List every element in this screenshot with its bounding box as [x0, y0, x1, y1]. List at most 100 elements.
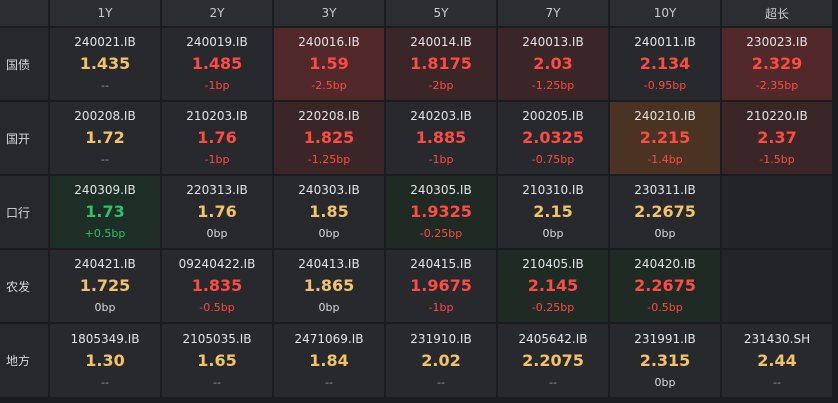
yield-change: 0bp — [318, 227, 340, 240]
bond-code: 240203.IB — [410, 109, 472, 123]
yield-value: 2.44 — [757, 350, 797, 370]
bond-code: 240415.IB — [410, 257, 472, 271]
bond-code: 231910.IB — [410, 331, 472, 346]
yield-change: -- — [213, 375, 221, 389]
yield-cell[interactable]: 220208.IB 1.825 -1.25bp — [274, 102, 384, 174]
yield-cell[interactable]: 2405642.IB 2.2075 -- — [498, 324, 608, 397]
yield-change: 0bp — [542, 227, 564, 240]
yield-change: -- — [549, 375, 557, 389]
bond-code: 240014.IB — [410, 35, 472, 49]
yield-value: 2.215 — [639, 128, 691, 147]
col-header-10y[interactable]: 10Y — [610, 0, 720, 26]
yield-change: -0.25bp — [419, 227, 463, 240]
bond-code: 231430.SH — [743, 331, 811, 346]
yield-cell[interactable]: 200208.IB 1.72 -- — [50, 102, 160, 174]
col-header-3y[interactable]: 3Y — [274, 0, 384, 26]
yield-value: 2.145 — [527, 276, 579, 295]
col-header-5y[interactable]: 5Y — [386, 0, 496, 26]
bond-code: 200205.IB — [522, 109, 584, 123]
yield-cell[interactable]: 09240422.IB 1.835 -0.5bp — [162, 250, 272, 322]
yield-cell — [722, 250, 832, 322]
yield-cell[interactable]: 240203.IB 1.885 -1bp — [386, 102, 496, 174]
yield-value: 1.885 — [415, 128, 467, 147]
yield-value: 1.76 — [197, 128, 237, 147]
bond-code: 240016.IB — [298, 35, 360, 49]
yield-cell[interactable]: 2105035.IB 1.65 -- — [162, 324, 272, 397]
yield-value: 1.65 — [197, 350, 237, 370]
yield-value: 1.72 — [85, 128, 125, 147]
yield-value: 1.435 — [79, 54, 131, 73]
col-header-7y[interactable]: 7Y — [498, 0, 608, 26]
yield-cell[interactable]: 231910.IB 2.02 -- — [386, 324, 496, 397]
yield-cell[interactable]: 1805349.IB 1.30 -- — [50, 324, 160, 397]
bond-code: 240021.IB — [74, 35, 136, 49]
bond-code: 2405642.IB — [518, 331, 588, 346]
bond-code: 1805349.IB — [70, 331, 140, 346]
yield-cell[interactable]: 230023.IB 2.329 -2.35bp — [722, 28, 832, 100]
yield-cell[interactable]: 240210.IB 2.215 -1.4bp — [610, 102, 720, 174]
yield-value: 1.835 — [191, 276, 243, 295]
yield-change: -- — [325, 375, 333, 389]
bond-code: 240421.IB — [74, 257, 136, 271]
yield-cell[interactable]: 240019.IB 1.485 -1bp — [162, 28, 272, 100]
yield-change: -1bp — [428, 153, 454, 166]
yield-change: -0.5bp — [199, 301, 235, 314]
yield-value: 1.59 — [309, 54, 349, 73]
grid-corner — [0, 0, 48, 26]
col-header-2y[interactable]: 2Y — [162, 0, 272, 26]
yield-cell[interactable]: 240011.IB 2.134 -0.95bp — [610, 28, 720, 100]
bond-code: 240420.IB — [634, 257, 696, 271]
yield-cell[interactable]: 240016.IB 1.59 -2.5bp — [274, 28, 384, 100]
yield-change: 0bp — [206, 227, 228, 240]
yield-cell[interactable]: 231430.SH 2.44 -- — [722, 324, 832, 397]
yield-value: 1.865 — [303, 276, 355, 295]
yield-cell[interactable]: 210405.IB 2.145 -0.25bp — [498, 250, 608, 322]
yield-change: -1.25bp — [531, 79, 575, 92]
yield-change: -2.5bp — [311, 79, 347, 92]
bond-code: 230311.IB — [634, 183, 696, 197]
row-label-cdb: 国开 — [0, 102, 48, 174]
yield-cell[interactable]: 240021.IB 1.435 -- — [50, 28, 160, 100]
yield-change: -- — [101, 375, 109, 389]
yield-cell[interactable]: 240305.IB 1.9325 -0.25bp — [386, 176, 496, 248]
yield-cell[interactable]: 2471069.IB 1.84 -- — [274, 324, 384, 397]
bond-code: 240305.IB — [410, 183, 472, 197]
yield-change: 0bp — [94, 301, 116, 314]
yield-value: 1.76 — [197, 202, 237, 221]
yield-value: 1.30 — [85, 350, 125, 370]
yield-cell[interactable]: 240013.IB 2.03 -1.25bp — [498, 28, 608, 100]
yield-value: 1.85 — [309, 202, 349, 221]
yield-cell[interactable]: 210310.IB 2.15 0bp — [498, 176, 608, 248]
yield-change: -- — [773, 375, 781, 389]
yield-cell[interactable]: 210220.IB 2.37 -1.5bp — [722, 102, 832, 174]
row-label-exim: 口行 — [0, 176, 48, 248]
yield-change: 0bp — [318, 301, 340, 314]
yield-cell[interactable]: 220313.IB 1.76 0bp — [162, 176, 272, 248]
yield-cell[interactable]: 240309.IB 1.73 +0.5bp — [50, 176, 160, 248]
yield-cell[interactable]: 240415.IB 1.9675 -1bp — [386, 250, 496, 322]
yield-change: -- — [437, 375, 445, 389]
col-header-1y[interactable]: 1Y — [50, 0, 160, 26]
yield-cell[interactable]: 210203.IB 1.76 -1bp — [162, 102, 272, 174]
yield-cell[interactable]: 240420.IB 2.2675 -0.5bp — [610, 250, 720, 322]
col-header-ultra-long[interactable]: 超长 — [722, 0, 832, 26]
bond-code: 240019.IB — [186, 35, 248, 49]
yield-cell[interactable]: 230311.IB 2.2675 0bp — [610, 176, 720, 248]
yield-cell[interactable]: 240413.IB 1.865 0bp — [274, 250, 384, 322]
bond-code: 240303.IB — [298, 183, 360, 197]
yield-cell[interactable]: 240421.IB 1.725 0bp — [50, 250, 160, 322]
yield-cell[interactable]: 200205.IB 2.0325 -0.75bp — [498, 102, 608, 174]
bond-code: 240011.IB — [634, 35, 696, 49]
yield-change: -1bp — [204, 79, 230, 92]
yield-value: 1.9675 — [410, 276, 472, 295]
yield-cell[interactable]: 240303.IB 1.85 0bp — [274, 176, 384, 248]
yield-value: 2.03 — [533, 54, 573, 73]
yield-cell[interactable]: 231991.IB 2.315 0bp — [610, 324, 720, 397]
bond-code: 200208.IB — [74, 109, 136, 123]
bond-code: 210310.IB — [522, 183, 584, 197]
bond-code: 240413.IB — [298, 257, 360, 271]
row-label-adbc: 农发 — [0, 250, 48, 322]
yield-value: 2.2075 — [522, 350, 584, 370]
yield-cell[interactable]: 240014.IB 1.8175 -2bp — [386, 28, 496, 100]
